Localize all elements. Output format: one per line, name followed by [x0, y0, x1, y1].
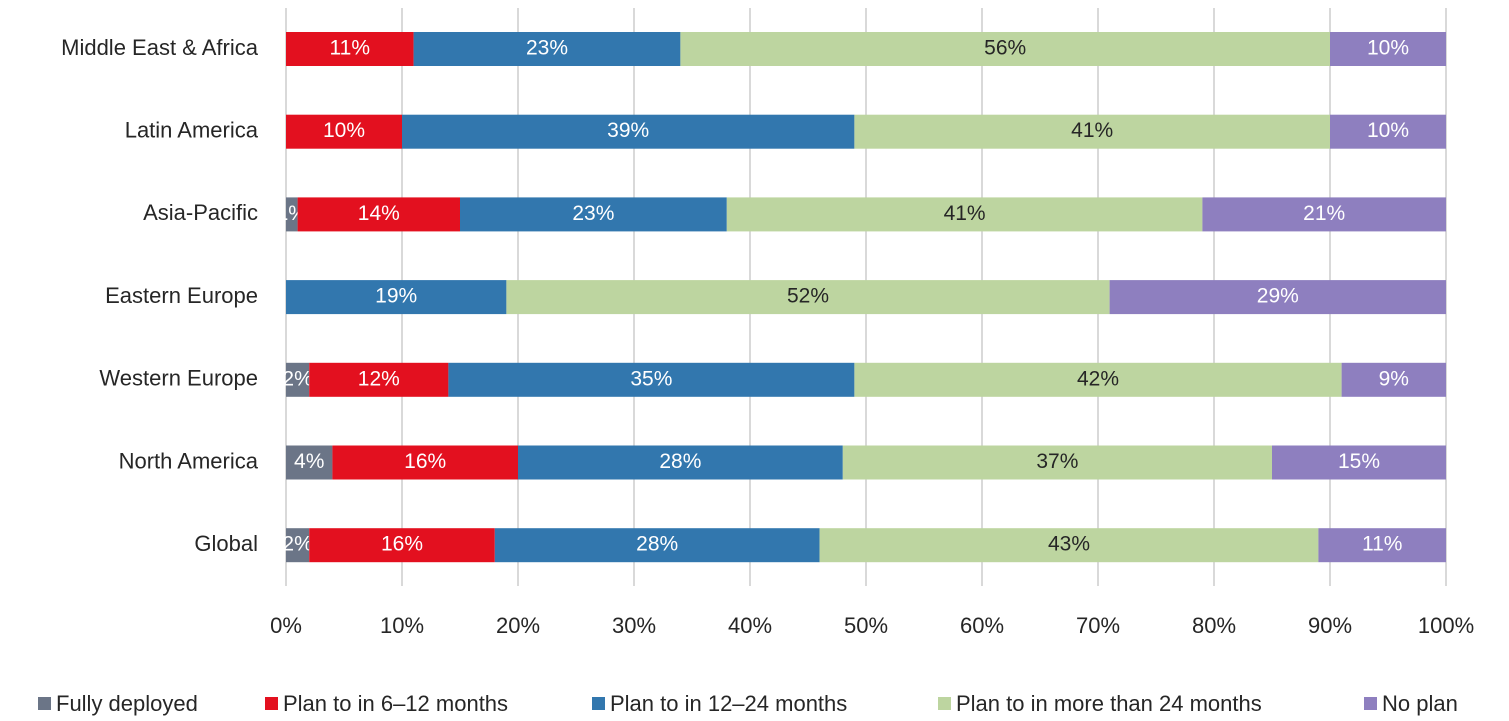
data-label: 39%: [607, 119, 649, 142]
bar-segment: [518, 445, 843, 480]
x-tick-label: 60%: [960, 613, 1004, 638]
legend-swatch: [265, 697, 278, 710]
bar-segment: [286, 197, 298, 232]
bar-segment: [402, 114, 855, 149]
bar-segment: [286, 114, 402, 149]
data-label: 21%: [1303, 202, 1345, 225]
data-label: 10%: [1367, 37, 1409, 60]
bar-segment: [286, 445, 333, 480]
x-tick-label: 40%: [728, 613, 772, 638]
x-tick-label: 100%: [1418, 613, 1474, 638]
legend-swatch: [1364, 697, 1377, 710]
bar-segment: [309, 528, 495, 563]
data-label: 12%: [358, 367, 400, 390]
bar-segment: [1272, 445, 1446, 480]
x-tick-label: 20%: [496, 613, 540, 638]
data-label: 41%: [1071, 119, 1113, 142]
data-label: 16%: [404, 450, 446, 473]
legend-swatch: [938, 697, 951, 710]
bar-segment: [1202, 197, 1446, 232]
legend-label: No plan: [1382, 691, 1458, 716]
y-tick-label: North America: [119, 448, 259, 473]
legend-swatch: [592, 697, 605, 710]
y-tick-label: Asia-Pacific: [143, 200, 258, 225]
x-tick-label: 80%: [1192, 613, 1236, 638]
bar-segment: [286, 32, 414, 66]
data-label: 19%: [375, 285, 417, 308]
data-label: 56%: [984, 37, 1026, 60]
data-label: 23%: [526, 37, 568, 60]
bar-segment: [286, 280, 507, 315]
bar-segment: [332, 445, 518, 480]
legend-label: Plan to in more than 24 months: [956, 691, 1262, 716]
y-tick-label: Global: [194, 531, 258, 556]
bar-segment: [854, 114, 1330, 149]
x-tick-label: 70%: [1076, 613, 1120, 638]
x-tick-label: 30%: [612, 613, 656, 638]
bar-segment: [854, 362, 1342, 397]
y-tick-label: Middle East & Africa: [61, 35, 259, 60]
data-label: 15%: [1338, 450, 1380, 473]
bar-segment: [448, 362, 855, 397]
x-tick-label: 90%: [1308, 613, 1352, 638]
bar-segment: [460, 197, 727, 232]
bar-segment: [1330, 32, 1446, 66]
bar-segment: [1318, 528, 1446, 563]
data-label: 23%: [572, 202, 614, 225]
data-label: 10%: [323, 119, 365, 142]
y-tick-label: Western Europe: [99, 366, 258, 391]
bar-segment: [1341, 362, 1446, 397]
bar-segment: [413, 32, 681, 66]
data-label: 52%: [787, 285, 829, 308]
legend-label: Plan to in 12–24 months: [610, 691, 847, 716]
y-tick-label: Latin America: [125, 118, 259, 143]
x-tick-label: 50%: [844, 613, 888, 638]
data-label: 28%: [636, 533, 678, 556]
bar-segment: [286, 362, 310, 397]
bar-segment: [309, 362, 449, 397]
bar-segment: [680, 32, 1330, 66]
data-label: 2%: [282, 533, 312, 556]
bar-segment: [1109, 280, 1446, 315]
x-tick-label: 10%: [380, 613, 424, 638]
bar-segment: [286, 528, 310, 563]
bar-segment: [494, 528, 820, 563]
legend-label: Plan to in 6–12 months: [283, 691, 508, 716]
bar-segment: [842, 445, 1272, 480]
data-label: 2%: [282, 367, 312, 390]
bar-segment: [819, 528, 1319, 563]
legend-swatch: [38, 697, 51, 710]
data-label: 37%: [1036, 450, 1078, 473]
data-label: 29%: [1257, 285, 1299, 308]
bar-segment: [1330, 114, 1446, 149]
bar-segment: [506, 280, 1110, 315]
data-label: 14%: [358, 202, 400, 225]
bar-segment: [726, 197, 1203, 232]
data-label: 42%: [1077, 367, 1119, 390]
data-label: 28%: [659, 450, 701, 473]
data-label: 35%: [630, 367, 672, 390]
bar-segment: [297, 197, 460, 232]
data-label: 10%: [1367, 119, 1409, 142]
y-tick-label: Eastern Europe: [105, 283, 258, 308]
data-label: 43%: [1048, 533, 1090, 556]
data-label: 11%: [1362, 533, 1402, 556]
data-label: 41%: [944, 202, 986, 225]
data-label: 4%: [294, 450, 324, 473]
data-label: 11%: [330, 37, 370, 60]
data-label: 16%: [381, 533, 423, 556]
legend-label: Fully deployed: [56, 691, 198, 716]
x-tick-label: 0%: [270, 613, 302, 638]
data-label: 9%: [1379, 367, 1409, 390]
